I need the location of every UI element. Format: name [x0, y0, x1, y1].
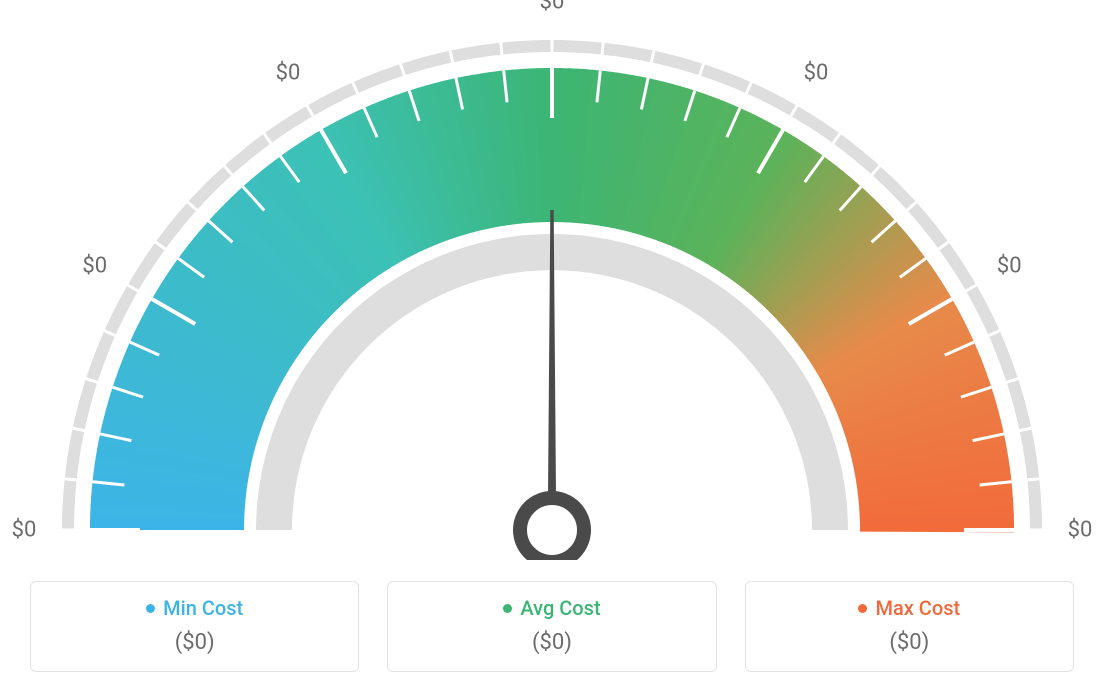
legend-title-max: Max Cost	[858, 596, 960, 620]
gauge-tick-label: $0	[997, 254, 1022, 279]
legend-label-max: Max Cost	[875, 596, 960, 620]
gauge-chart: $0$0$0$0$0$0$0	[22, 0, 1082, 560]
gauge-svg	[22, 0, 1082, 560]
legend-label-avg: Avg Cost	[520, 596, 600, 620]
legend-row: Min Cost ($0) Avg Cost ($0) Max Cost ($0…	[30, 581, 1074, 672]
gauge-tick-label: $0	[540, 0, 565, 15]
legend-title-min: Min Cost	[146, 596, 243, 620]
legend-dot-avg	[503, 604, 512, 613]
gauge-tick-label: $0	[804, 60, 829, 85]
gauge-tick-label: $0	[1068, 518, 1093, 543]
legend-value-avg: ($0)	[398, 630, 705, 655]
legend-card-min: Min Cost ($0)	[30, 581, 359, 672]
legend-label-min: Min Cost	[163, 596, 243, 620]
legend-title-avg: Avg Cost	[503, 596, 600, 620]
legend-value-max: ($0)	[756, 630, 1063, 655]
gauge-tick-label: $0	[12, 518, 37, 543]
gauge-tick-label: $0	[82, 254, 107, 279]
legend-dot-min	[146, 604, 155, 613]
legend-card-max: Max Cost ($0)	[745, 581, 1074, 672]
gauge-tick-label: $0	[276, 60, 301, 85]
legend-value-min: ($0)	[41, 630, 348, 655]
legend-dot-max	[858, 604, 867, 613]
legend-card-avg: Avg Cost ($0)	[387, 581, 716, 672]
